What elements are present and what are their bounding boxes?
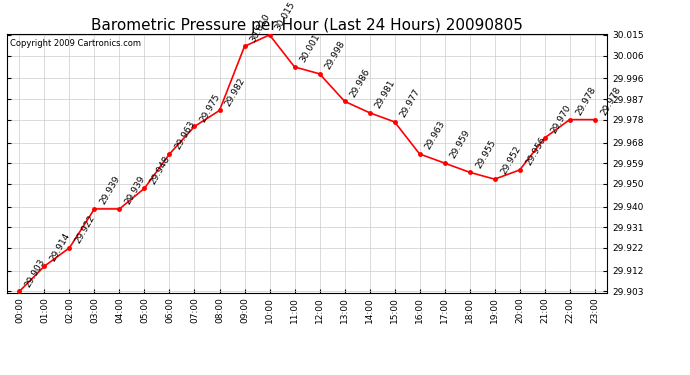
Text: 30.001: 30.001 <box>299 32 322 64</box>
Text: 29.963: 29.963 <box>424 119 447 151</box>
Text: 30.015: 30.015 <box>274 0 297 32</box>
Text: 29.963: 29.963 <box>174 119 197 151</box>
Text: 29.922: 29.922 <box>74 213 97 245</box>
Text: 29.948: 29.948 <box>148 154 172 186</box>
Text: 29.981: 29.981 <box>374 78 397 110</box>
Text: 30.010: 30.010 <box>248 12 273 44</box>
Text: 29.998: 29.998 <box>324 39 347 71</box>
Text: 29.982: 29.982 <box>224 76 247 108</box>
Text: 29.978: 29.978 <box>574 85 598 117</box>
Text: 29.959: 29.959 <box>448 129 473 160</box>
Text: Copyright 2009 Cartronics.com: Copyright 2009 Cartronics.com <box>10 39 141 48</box>
Text: 29.956: 29.956 <box>524 135 547 167</box>
Text: 29.978: 29.978 <box>599 85 622 117</box>
Text: 29.975: 29.975 <box>199 92 222 124</box>
Text: 29.903: 29.903 <box>23 257 47 289</box>
Text: 29.952: 29.952 <box>499 145 522 176</box>
Text: 29.939: 29.939 <box>99 174 122 206</box>
Text: 29.955: 29.955 <box>474 138 497 170</box>
Text: 29.914: 29.914 <box>48 232 72 263</box>
Title: Barometric Pressure per Hour (Last 24 Hours) 20090805: Barometric Pressure per Hour (Last 24 Ho… <box>91 18 523 33</box>
Text: 29.986: 29.986 <box>348 67 373 99</box>
Text: 29.970: 29.970 <box>549 104 573 135</box>
Text: 29.939: 29.939 <box>124 174 147 206</box>
Text: 29.977: 29.977 <box>399 87 422 119</box>
